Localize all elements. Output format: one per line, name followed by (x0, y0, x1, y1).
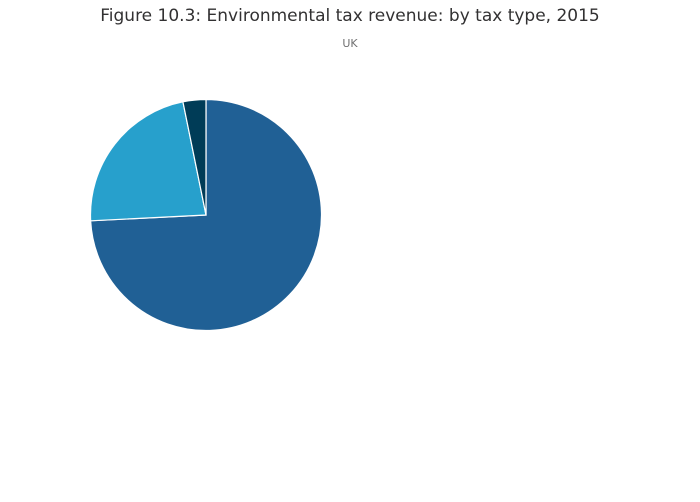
pie-slice-3[interactable] (182, 98, 207, 216)
chart-title: Figure 10.3: Environmental tax revenue: … (100, 6, 600, 26)
pie-slice-2[interactable] (89, 101, 207, 222)
chart-subtitle: UK (342, 37, 358, 50)
pie-slices (89, 98, 323, 332)
